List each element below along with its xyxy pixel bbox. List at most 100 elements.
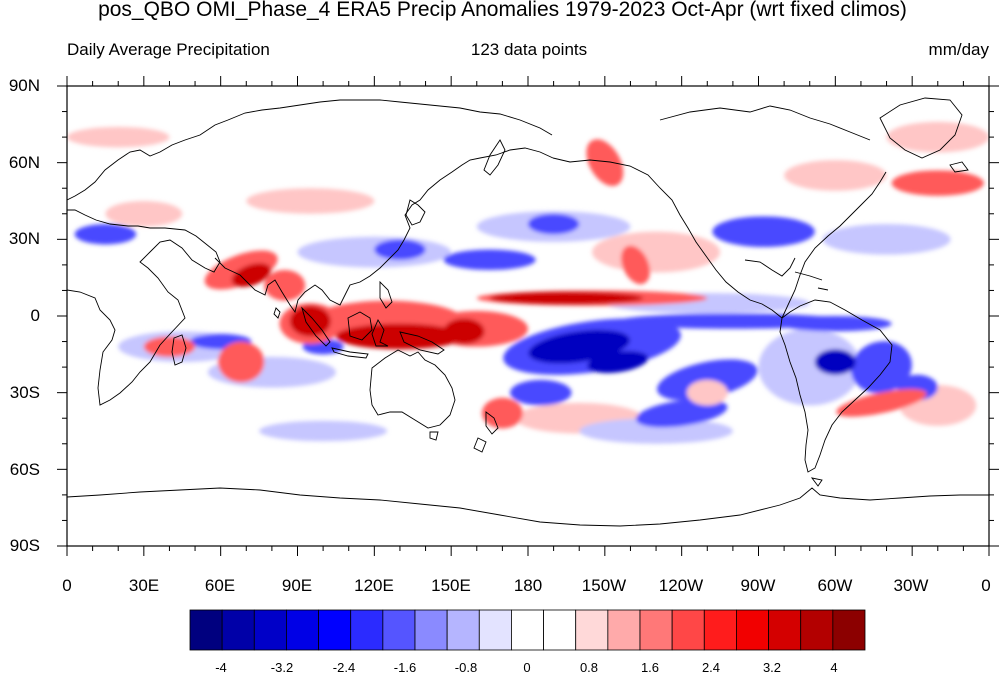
anomaly-region xyxy=(528,213,580,235)
coast-antarctica xyxy=(67,487,989,527)
coast-europe-africa xyxy=(67,209,221,406)
coast-australia xyxy=(369,349,456,429)
lon-label-0-end: 0 xyxy=(981,576,991,595)
anomaly-region xyxy=(143,336,196,357)
coast-asia xyxy=(214,147,554,314)
anomaly-region xyxy=(297,236,452,268)
axis-ticks xyxy=(57,76,999,556)
colorbar-swatch xyxy=(639,609,673,651)
coast-south-america xyxy=(779,299,893,473)
anomaly-region xyxy=(218,341,265,383)
anomaly-region xyxy=(259,420,388,442)
coast-iceland xyxy=(949,161,969,173)
lon-label-90w: 90W xyxy=(740,576,776,595)
anomaly-region xyxy=(443,249,536,270)
coast-madagascar xyxy=(171,334,187,366)
anomaly-region xyxy=(443,318,485,345)
coast-asia-north xyxy=(227,99,553,136)
colorbar-label: 0.8 xyxy=(579,660,599,675)
colorbar-swatch xyxy=(671,609,705,651)
coast-new-guinea xyxy=(399,331,445,355)
subtitle-center: 123 data points xyxy=(470,40,588,59)
coast-tasmania xyxy=(429,431,439,441)
anomaly-region xyxy=(67,126,170,148)
lat-label-60s: 60S xyxy=(9,460,40,479)
anomaly-region xyxy=(778,316,892,332)
anomaly-region xyxy=(481,397,523,429)
colorbar-swatch xyxy=(478,609,512,651)
colorbar-label: 2.4 xyxy=(701,660,721,675)
anomaly-region xyxy=(335,323,464,350)
figure-title: pos_QBO OMI_Phase_4 ERA5 Precip Anomalie… xyxy=(98,0,907,21)
colorbar-label: 1.6 xyxy=(640,660,660,675)
lat-label-eq: 0 xyxy=(30,306,40,325)
colorbar-swatch xyxy=(414,609,448,651)
coast-scandinavia xyxy=(67,119,229,201)
anomaly-region xyxy=(246,188,375,214)
anomaly-region xyxy=(586,139,624,187)
colorbar-swatch xyxy=(607,609,641,651)
coast-tierra-del-fuego xyxy=(810,477,823,487)
anomaly-region xyxy=(264,270,306,301)
colorbar-label: -4 xyxy=(215,660,227,675)
subtitle-units: mm/day xyxy=(928,40,989,59)
coast-gulf xyxy=(744,257,796,277)
colorbar-swatch xyxy=(350,609,384,651)
coast-java xyxy=(331,347,369,359)
anomaly-region xyxy=(836,389,927,417)
lat-label-90n: 90N xyxy=(8,76,40,95)
anomaly-region xyxy=(621,245,651,285)
colorbar-swatch xyxy=(800,609,834,651)
anomaly-region xyxy=(814,349,856,375)
colorbar-label: 3.2 xyxy=(762,660,782,675)
colorbar-swatch xyxy=(318,609,352,651)
coastlines xyxy=(67,97,989,527)
lon-label-90e: 90E xyxy=(281,576,313,595)
colorbar-swatch xyxy=(832,609,866,651)
coast-philippines xyxy=(379,280,393,309)
lon-label-180: 180 xyxy=(513,576,543,595)
coast-kamchatka xyxy=(483,139,506,176)
coast-borneo xyxy=(347,311,373,341)
anomaly-region xyxy=(374,239,426,260)
anomaly-region xyxy=(105,201,183,227)
colorbar-swatch xyxy=(382,609,416,651)
colorbar-swatch xyxy=(189,609,223,651)
colorbar-swatch xyxy=(575,609,609,651)
coast-sulawesi xyxy=(371,319,389,347)
colorbar-swatch xyxy=(446,609,480,651)
lat-label-60n: 60N xyxy=(8,153,40,172)
colorbar-swatch xyxy=(768,609,802,651)
colorbar-label: 4 xyxy=(830,660,838,675)
colorbar-label: -0.8 xyxy=(454,660,478,675)
coast-north-america-east xyxy=(781,171,887,319)
anomaly-region xyxy=(587,351,649,373)
lon-label-30e: 30E xyxy=(128,576,160,595)
lon-label-60e: 60E xyxy=(204,576,236,595)
lon-label-120e: 120E xyxy=(354,576,394,595)
lat-label-90s: 90S xyxy=(9,536,40,555)
coast-sri-lanka xyxy=(273,307,281,319)
coast-arctic-canada xyxy=(659,105,871,141)
colorbar-swatch xyxy=(543,609,577,651)
colorbar-label: -2.4 xyxy=(332,660,356,675)
anomaly-region xyxy=(712,216,815,248)
colorbar-swatch xyxy=(703,609,737,651)
anomaly-region xyxy=(510,379,572,406)
colorbar-swatch xyxy=(221,609,255,651)
lon-label-0: 0 xyxy=(62,576,72,595)
anomaly-region xyxy=(886,121,989,153)
lon-label-30w: 30W xyxy=(893,576,929,595)
colorbar-swatch xyxy=(286,609,319,651)
lon-label-60w: 60W xyxy=(817,576,853,595)
subtitle-left: Daily Average Precipitation xyxy=(67,40,270,59)
map-frame xyxy=(66,85,990,547)
lon-label-120w: 120W xyxy=(658,576,704,595)
anomaly-region xyxy=(784,160,887,191)
anomaly-region xyxy=(592,231,721,273)
colorbar-label: 0 xyxy=(523,660,531,675)
colorbar-label: -3.2 xyxy=(270,660,294,675)
anomaly-field xyxy=(67,97,989,527)
anomaly-region xyxy=(851,341,912,394)
colorbar xyxy=(189,609,866,651)
